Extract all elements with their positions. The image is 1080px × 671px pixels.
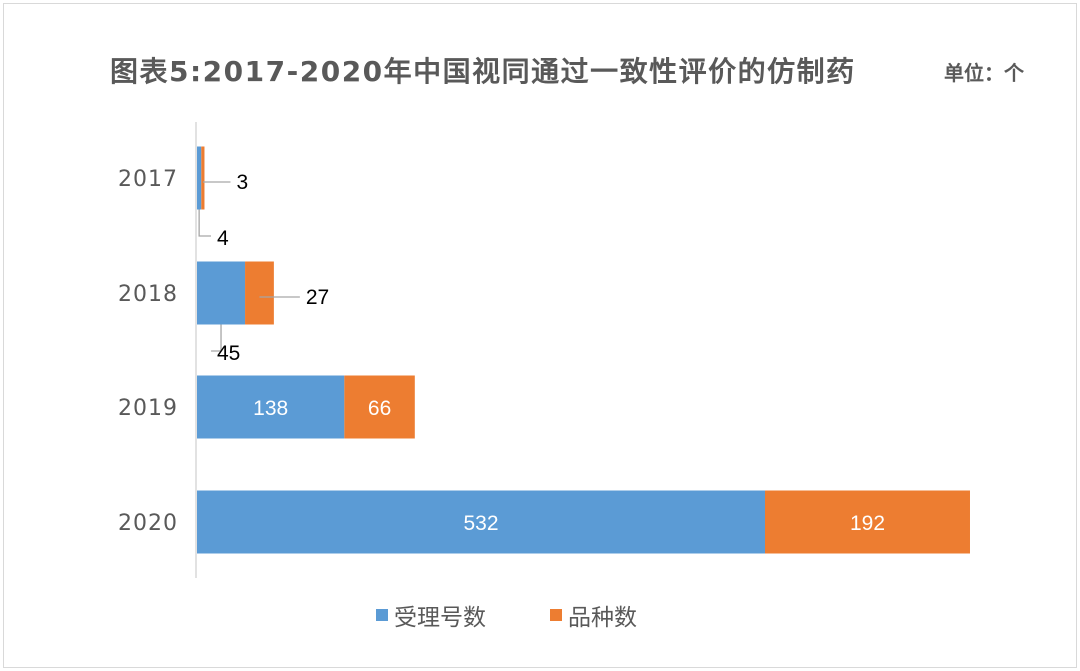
data-label-varieties-2020: 192 bbox=[850, 512, 885, 535]
bar-varieties-2019 bbox=[344, 375, 415, 439]
legend-item-varieties: 品种数 bbox=[550, 598, 637, 632]
category-label-2019: 2019 bbox=[118, 396, 178, 421]
data-label-accepted-2018: 45 bbox=[217, 342, 240, 365]
legend-swatch-accepted bbox=[376, 609, 388, 621]
data-label-accepted-2020: 532 bbox=[463, 512, 498, 535]
bar-accepted-2020 bbox=[197, 490, 765, 554]
bar-accepted-2018 bbox=[197, 261, 246, 325]
bar-varieties-2020 bbox=[765, 490, 970, 554]
category-label-2020: 2020 bbox=[118, 511, 178, 536]
leader-line-accepted-2018 bbox=[211, 324, 222, 352]
legend: 受理号数 品种数 bbox=[376, 598, 701, 632]
data-label-varieties-2019: 66 bbox=[368, 397, 391, 420]
data-label-varieties-2017: 3 bbox=[236, 171, 248, 194]
bar-varieties-2018 bbox=[245, 261, 274, 325]
bar-accepted-2017 bbox=[197, 146, 202, 210]
category-label-2018: 2018 bbox=[118, 282, 178, 307]
legend-label-accepted: 受理号数 bbox=[394, 605, 486, 631]
chart-title: 图表5:2017-2020年中国视同通过一致性评价的仿制药 bbox=[110, 55, 856, 88]
category-label-2017: 2017 bbox=[118, 167, 178, 192]
data-label-varieties-2018: 27 bbox=[306, 286, 329, 309]
chart-frame bbox=[3, 3, 1077, 668]
unit-label: 单位：个 bbox=[944, 61, 1024, 85]
legend-label-varieties: 品种数 bbox=[568, 605, 637, 631]
data-label-accepted-2019: 138 bbox=[253, 397, 288, 420]
legend-swatch-varieties bbox=[550, 609, 562, 621]
data-label-accepted-2017: 4 bbox=[217, 227, 229, 250]
bar-varieties-2017 bbox=[201, 146, 205, 210]
leader-line-accepted-2017 bbox=[198, 209, 211, 237]
bar-accepted-2019 bbox=[197, 375, 345, 439]
legend-item-accepted: 受理号数 bbox=[376, 598, 486, 632]
